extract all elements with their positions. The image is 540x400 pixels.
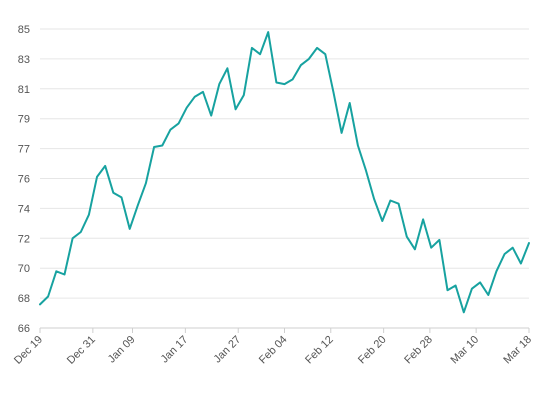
x-tick-label: Feb 20 <box>356 334 389 367</box>
gridlines <box>40 28 529 299</box>
y-tick-label: 74 <box>18 203 30 215</box>
y-tick-label: 77 <box>18 144 30 156</box>
y-tick-label: 66 <box>18 323 30 335</box>
x-tick-label: Jan 27 <box>212 334 244 366</box>
x-tick-label: Feb 28 <box>402 334 435 367</box>
y-tick-label: 70 <box>18 263 30 275</box>
x-tick-label: Mar 18 <box>501 334 534 367</box>
y-tick-label: 68 <box>18 293 30 305</box>
x-tick-label: Dec 19 <box>12 334 45 367</box>
y-tick-label: 83 <box>18 54 30 66</box>
y-tick-label: 76 <box>18 174 30 186</box>
y-tick-label: 79 <box>18 114 30 126</box>
x-tick-label: Mar 10 <box>449 334 482 367</box>
x-tick-label: Jan 09 <box>106 334 138 366</box>
x-tick-label: Dec 31 <box>65 334 98 367</box>
y-tick-label: 85 <box>18 24 30 36</box>
x-tick-label: Feb 12 <box>303 334 336 367</box>
x-tick-label: Feb 04 <box>257 334 290 367</box>
y-axis-tick-labels: 66 68 70 72 74 76 77 79 81 83 85 <box>18 24 30 335</box>
y-tick-label: 81 <box>18 84 30 96</box>
x-tick-label: Jan 17 <box>159 334 191 366</box>
x-axis-tick-labels: Dec 19 Dec 31 Jan 09 Jan 17 Jan 27 Feb 04 Feb … <box>12 328 534 367</box>
series-line <box>39 31 530 314</box>
y-tick-label: 72 <box>18 233 30 245</box>
